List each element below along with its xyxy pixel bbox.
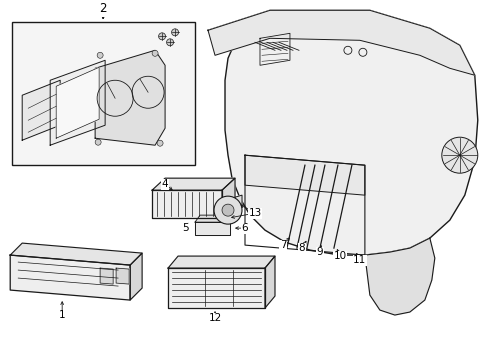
Circle shape [95, 139, 101, 145]
Polygon shape [10, 255, 130, 300]
Text: 1: 1 [59, 310, 65, 320]
Polygon shape [152, 190, 222, 218]
Polygon shape [264, 256, 274, 308]
Polygon shape [364, 238, 434, 315]
Text: 9: 9 [316, 247, 323, 257]
Polygon shape [116, 268, 129, 284]
Polygon shape [95, 50, 165, 145]
Polygon shape [100, 268, 113, 284]
Text: 8: 8 [298, 243, 305, 253]
Polygon shape [56, 67, 99, 138]
Polygon shape [222, 178, 235, 218]
Text: 5: 5 [182, 223, 188, 233]
Polygon shape [244, 155, 364, 195]
Text: 12: 12 [208, 313, 221, 323]
Polygon shape [207, 10, 477, 255]
Circle shape [214, 196, 242, 224]
Circle shape [171, 29, 178, 36]
Circle shape [97, 52, 103, 58]
Polygon shape [130, 253, 142, 300]
Text: 4: 4 [162, 179, 168, 189]
Polygon shape [207, 10, 474, 75]
Text: 2: 2 [99, 2, 107, 15]
Text: 11: 11 [352, 255, 366, 265]
Circle shape [222, 204, 234, 216]
Circle shape [166, 39, 173, 46]
Polygon shape [152, 178, 235, 190]
Polygon shape [195, 222, 229, 235]
Polygon shape [10, 243, 142, 265]
Text: 13: 13 [248, 208, 261, 218]
Text: 10: 10 [333, 251, 346, 261]
Bar [12, 22, 195, 165]
Polygon shape [22, 80, 60, 140]
Text: 13: 13 [248, 208, 261, 218]
Polygon shape [168, 256, 274, 268]
Text: 6: 6 [241, 223, 248, 233]
Text: 3: 3 [251, 208, 258, 218]
Circle shape [152, 50, 158, 56]
Circle shape [158, 33, 165, 40]
Polygon shape [168, 268, 264, 308]
Circle shape [441, 137, 477, 173]
Text: 2: 2 [99, 4, 107, 17]
Text: 7: 7 [279, 240, 285, 250]
Polygon shape [50, 60, 105, 145]
Polygon shape [195, 215, 235, 222]
Polygon shape [224, 195, 242, 210]
Circle shape [157, 140, 163, 146]
